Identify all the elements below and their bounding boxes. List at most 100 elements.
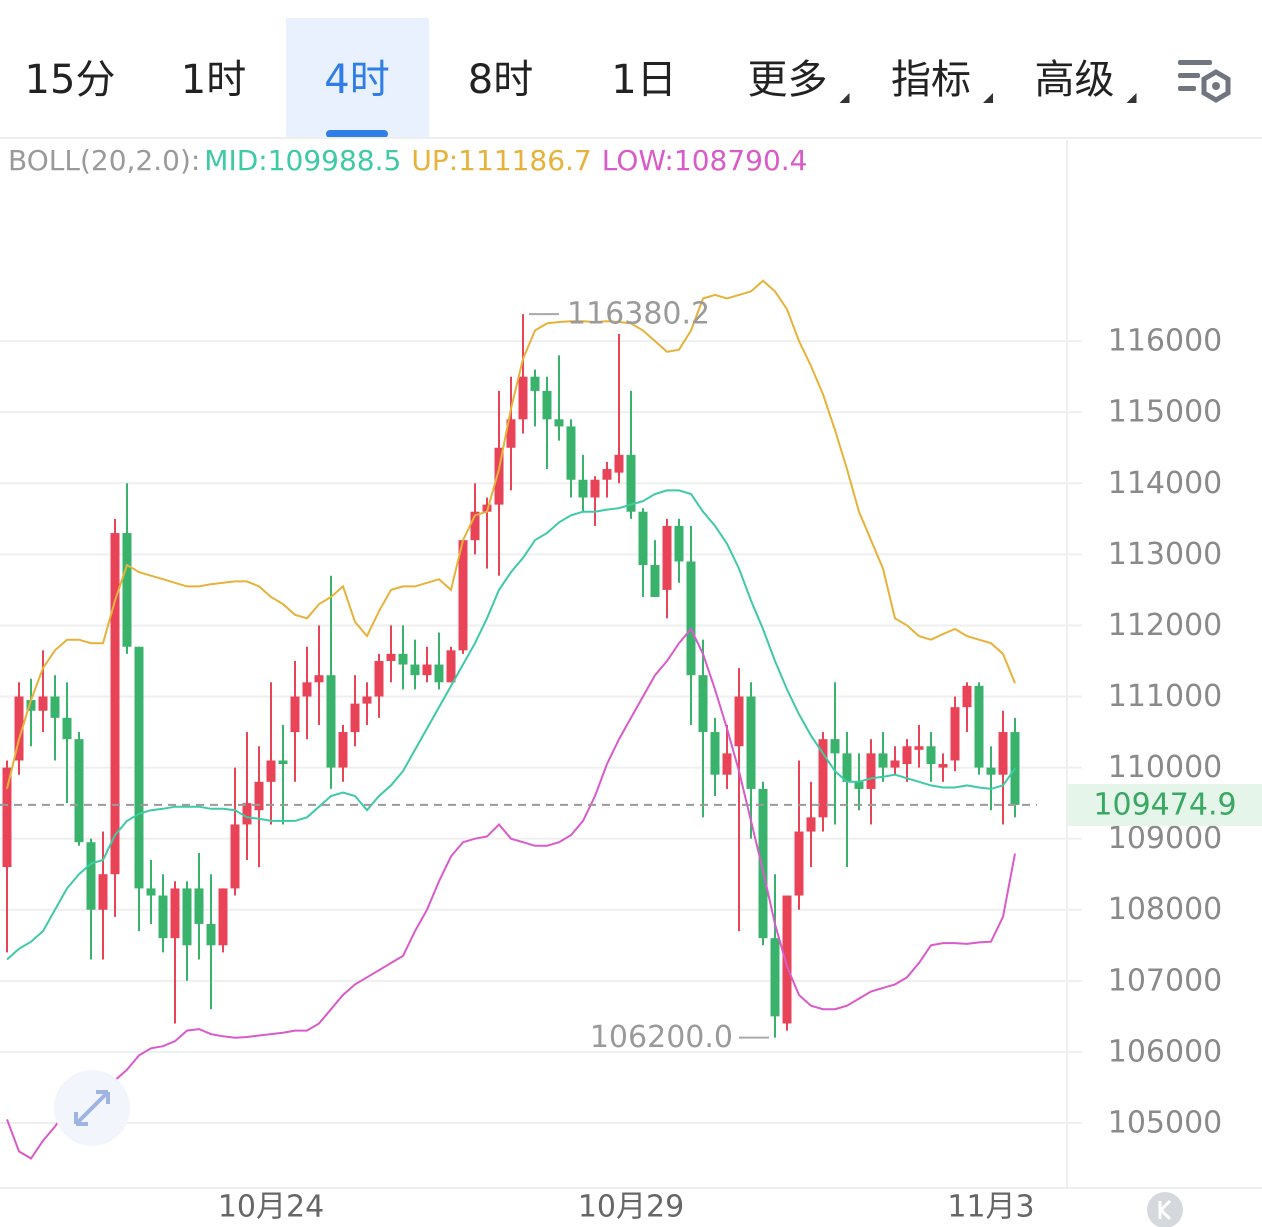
candle-body	[806, 817, 816, 832]
tab-underline	[326, 130, 388, 138]
legend-value: 109988.5	[268, 144, 402, 177]
legend-name: MID:	[204, 144, 267, 177]
candle-body	[746, 696, 756, 789]
candle-body	[338, 732, 348, 768]
candle-body	[674, 525, 684, 562]
candle-body	[866, 753, 876, 789]
k-button[interactable]	[1147, 1192, 1183, 1227]
candle-body	[50, 696, 60, 718]
candle-body	[458, 540, 468, 651]
candle-body	[110, 533, 120, 875]
expand-arrows	[74, 1090, 110, 1126]
x-tick-label: 10月24	[218, 1190, 324, 1225]
candle-body	[362, 696, 372, 704]
candle-body	[26, 700, 36, 711]
tab[interactable]: 指标	[891, 57, 971, 103]
candle-body	[98, 874, 108, 910]
candle-body	[62, 717, 72, 740]
candle-body	[518, 376, 528, 420]
tab[interactable]: 高级	[1035, 57, 1115, 103]
icon-bar	[1178, 73, 1200, 78]
last-price-box	[1068, 783, 1262, 826]
tab-bar: 15分 1时 4时 8时 1日 更多 指标 高级	[25, 18, 1137, 138]
icon-hex	[1201, 69, 1231, 103]
candle-body	[74, 739, 84, 843]
candle-body	[374, 660, 384, 697]
high-marker-label: 116380.2	[567, 297, 710, 332]
candle-body	[734, 696, 744, 747]
candle-body	[218, 888, 228, 946]
candle-body	[422, 664, 432, 676]
x-tick-label: 11月3	[947, 1190, 1034, 1225]
candle-body	[122, 533, 132, 647]
indicator-title: BOLL(20,2.0):	[8, 144, 200, 177]
candle-body	[530, 376, 540, 391]
candle-body	[146, 888, 156, 896]
expand-button[interactable]	[54, 1070, 130, 1146]
dropdown-arrow	[983, 93, 993, 103]
tab[interactable]: 4时	[324, 57, 389, 103]
candle-body	[962, 685, 972, 708]
candle-body	[170, 888, 180, 939]
candle-body	[854, 781, 864, 789]
candle-body	[842, 753, 852, 782]
tab[interactable]: 8时	[468, 57, 533, 103]
tab[interactable]: 1日	[611, 57, 676, 103]
candle-body	[818, 739, 828, 818]
candle-body	[194, 888, 204, 924]
candle-body	[326, 675, 336, 768]
candle-body	[542, 390, 552, 420]
candle-body	[614, 454, 624, 473]
y-tick-label: 114000	[1108, 466, 1223, 501]
candle-body	[794, 831, 804, 896]
candle-body	[650, 565, 660, 598]
candle-body	[410, 664, 420, 676]
legend-name: LOW:	[602, 144, 674, 177]
candle-body	[470, 511, 480, 541]
candle-body	[350, 703, 360, 733]
candle-body	[2, 767, 12, 868]
candle-body	[182, 888, 192, 946]
icon-dot	[1212, 82, 1220, 90]
candle-body	[686, 561, 696, 676]
settings-icon[interactable]	[1178, 60, 1231, 103]
candle-body	[578, 479, 588, 498]
k-glyph	[1158, 1199, 1172, 1221]
candle-body	[662, 525, 672, 590]
candle-body	[830, 739, 840, 754]
y-tick-label: 112000	[1108, 608, 1223, 643]
candle-body	[950, 707, 960, 761]
candle-body	[566, 426, 576, 480]
x-tick-label: 10月29	[578, 1190, 684, 1225]
candle-body	[38, 696, 48, 711]
k-bg	[1147, 1192, 1183, 1227]
candle-body	[86, 842, 96, 910]
tab[interactable]: 1时	[181, 57, 246, 103]
last-price-label: 109474.9	[1093, 787, 1236, 822]
candle-body	[134, 646, 144, 889]
candle-body	[914, 746, 924, 750]
candle-body	[314, 675, 324, 683]
y-tick-label: 105000	[1108, 1105, 1223, 1140]
y-tick-label: 113000	[1108, 537, 1223, 572]
candle-body	[986, 767, 996, 775]
tab[interactable]: 15分	[25, 57, 116, 103]
candle-body	[158, 895, 168, 939]
y-tick-label: 110000	[1108, 750, 1223, 785]
candle-body	[698, 675, 708, 733]
candle-body	[206, 923, 216, 946]
candle-body	[710, 732, 720, 775]
candle-body	[230, 824, 240, 889]
tab-active-bg	[286, 18, 429, 138]
plot: 105000 106000 107000 108000 109000 110000 1110…	[0, 279, 1262, 1225]
candle-body	[926, 746, 936, 765]
candle-body	[554, 419, 564, 427]
y-tick-label: 109000	[1108, 821, 1223, 856]
icon-bar	[1178, 60, 1212, 65]
tab[interactable]: 更多	[748, 57, 828, 103]
candle-body	[434, 664, 444, 683]
candle-body	[278, 760, 288, 765]
